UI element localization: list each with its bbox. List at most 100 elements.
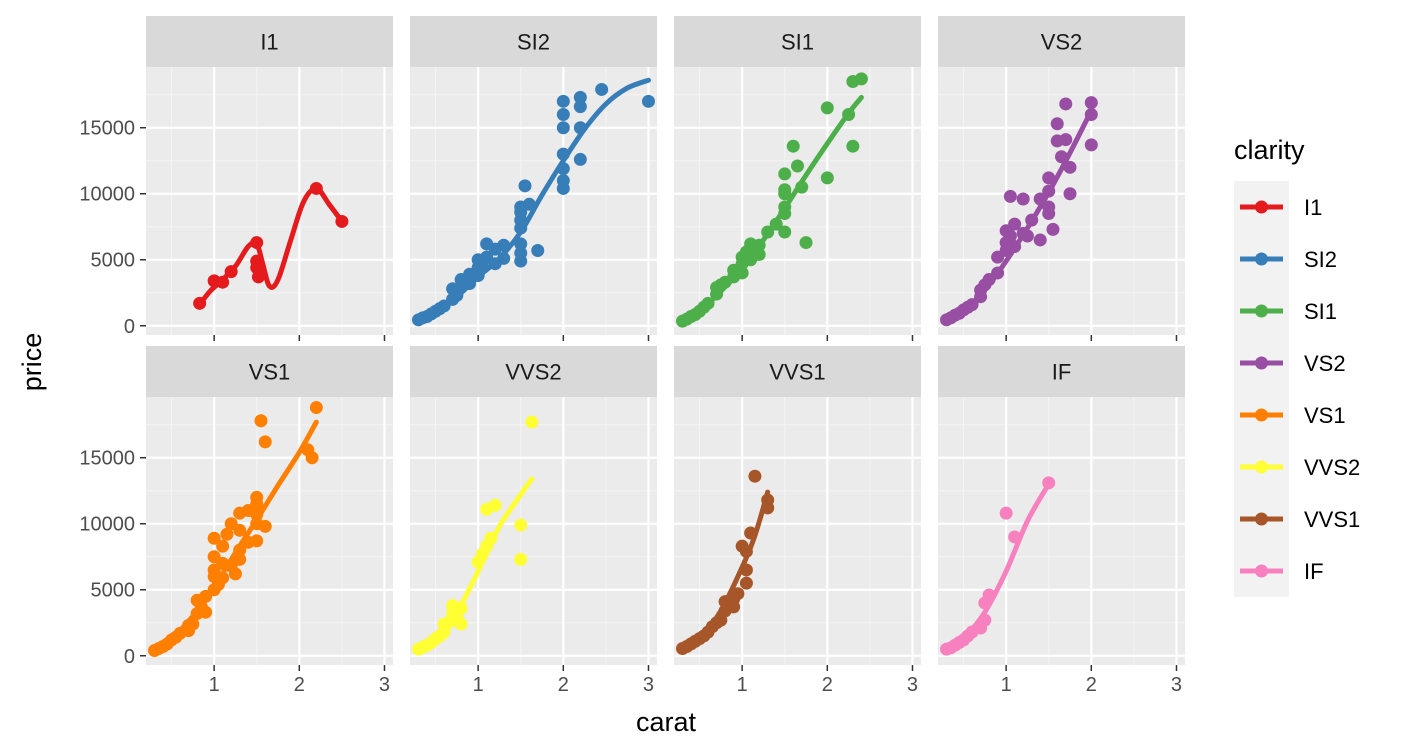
data-point [335,214,349,228]
x-tick-label: 3 [1171,674,1182,696]
legend-label: I1 [1304,195,1322,220]
y-tick-label: 10000 [79,184,135,206]
legend-key-point [1255,356,1268,370]
data-point [514,237,528,251]
data-point [250,236,264,250]
data-point [1003,229,1017,243]
facet-strip-label: VVS2 [505,360,561,385]
data-point [1008,217,1022,231]
facet-strip [410,346,657,397]
data-point [1042,476,1056,490]
data-point [250,534,264,548]
data-point [1046,222,1060,236]
data-point [795,180,809,194]
data-point [965,298,979,312]
legend-key-point [1255,304,1268,318]
facet-strip [938,16,1185,67]
x-tick-label: 3 [643,674,654,696]
legend-key-point [1255,460,1268,474]
data-point [1008,240,1022,254]
x-axis-title: carat [636,707,697,737]
data-point [1003,189,1017,203]
data-point [207,531,221,545]
legend-label: SI2 [1304,247,1337,272]
data-point [522,197,536,211]
data-point [820,171,834,185]
data-point [1033,233,1047,247]
data-point [305,451,319,465]
data-point [744,526,758,540]
data-point [471,269,485,283]
data-point [454,601,468,615]
data-point [999,506,1013,520]
y-tick-label: 10000 [79,514,135,536]
legend-key-point [1255,564,1268,578]
data-point [1059,97,1073,111]
data-point [761,225,775,239]
legend-label: IF [1304,559,1324,584]
data-point [820,101,834,115]
data-point [250,507,264,521]
y-tick-label: 0 [124,316,135,338]
x-tick-label: 2 [822,674,833,696]
data-point [254,414,268,428]
data-point [982,588,996,602]
data-point [748,469,762,483]
data-point [573,121,587,135]
data-point [531,244,545,258]
data-point [739,544,753,558]
facet-i1: I1123050001000015000 [79,16,393,366]
x-tick-label: 2 [558,674,569,696]
facet-strip [938,346,1185,397]
data-point [497,238,511,252]
data-point [233,543,247,557]
data-point [727,600,741,614]
data-point [778,167,792,181]
facet-strip [146,16,393,67]
facet-strip [674,346,921,397]
facet-strip [674,16,921,67]
data-point [1033,192,1047,206]
data-point [216,275,230,289]
data-point [525,415,539,429]
data-point [1050,117,1064,131]
data-point [224,265,238,279]
legend-key-point [1255,252,1268,266]
data-point [1020,229,1034,243]
data-point [1042,171,1056,185]
data-point [233,552,247,566]
facet-strip-label: I1 [260,30,278,55]
data-point [799,236,813,250]
legend: clarity I1 SI2 SI1 VS2 VS1 VVS2 VVS1 IF [1234,135,1360,597]
facet-vvs2: VVS2 1 2 3 [410,346,657,696]
data-point [842,108,856,122]
y-tick-label: 5000 [91,250,136,272]
data-point [701,296,715,310]
data-point [309,401,323,415]
data-point [258,519,272,533]
data-point [1042,184,1056,198]
legend-label: VVS2 [1304,455,1360,480]
x-tick-label: 1 [209,674,220,696]
facet-si2: SI2123 [410,16,657,366]
facet-strip-label: SI2 [517,30,550,55]
data-point [514,552,528,566]
data-point [739,563,753,577]
x-tick-label: 3 [907,674,918,696]
data-point [573,90,587,104]
data-point [216,539,230,553]
data-point [497,251,511,265]
data-point [735,266,749,280]
facet-si1: SI1123 [674,16,921,366]
data-point [186,617,200,631]
y-tick-label: 5000 [91,580,136,602]
facet-vs1: VS1 1 2 3 0 5000 10000 15000 [79,346,393,696]
data-point [454,617,468,631]
data-point [250,490,264,504]
data-point [233,523,247,537]
data-point [846,139,860,153]
data-point [251,270,265,284]
panel-data [193,181,349,310]
